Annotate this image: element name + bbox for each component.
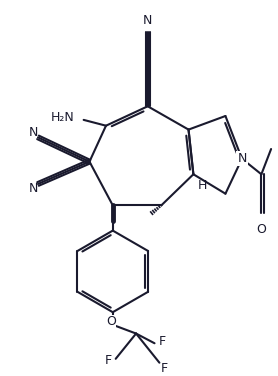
Text: N: N [237, 152, 247, 165]
Text: H₂N: H₂N [50, 111, 74, 124]
Text: O: O [256, 223, 266, 236]
Text: N: N [28, 182, 38, 196]
Text: N: N [28, 126, 38, 139]
Text: O: O [106, 315, 116, 328]
Text: F: F [104, 354, 111, 367]
Text: N: N [143, 14, 152, 27]
Text: F: F [161, 362, 168, 375]
Text: H: H [198, 179, 208, 193]
Text: F: F [159, 335, 166, 348]
